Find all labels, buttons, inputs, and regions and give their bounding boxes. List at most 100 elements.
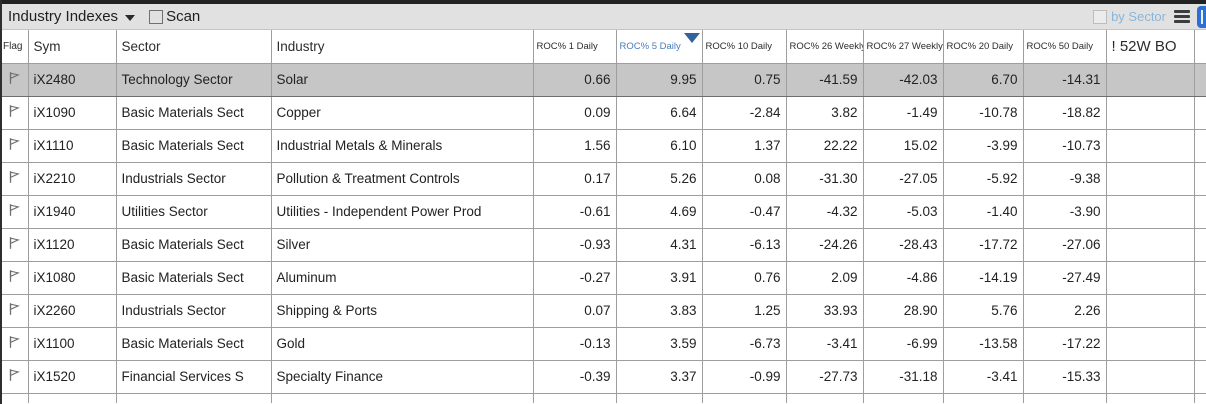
table-row[interactable]: iX1090 Basic Materials Sect Copper 0.09 6.64… [0, 96, 1206, 130]
industry-cell: Pollution & Treatment Controls [271, 162, 534, 196]
menu-icon[interactable] [1174, 9, 1190, 25]
roc-value-cell: -4.86 [863, 261, 944, 295]
column-header-roc1d[interactable]: ROC% 1 Daily [533, 30, 617, 64]
industry-indexes-dropdown[interactable]: Industry Indexes [8, 8, 136, 25]
roc-value-cell: -13.58 [943, 327, 1024, 361]
roc-value-cell: -0.39 [533, 360, 617, 394]
column-header-roc20d[interactable]: ROC% 20 Daily [943, 30, 1024, 64]
flag-cell [0, 129, 29, 163]
roc-value-cell: 3.83 [616, 294, 703, 328]
index-table: Flag Sym Sector Industry ROC% 1 Daily ROC% 5 … [0, 30, 1206, 403]
extra-cell [1194, 327, 1206, 361]
roc-value-cell: -6.73 [702, 327, 787, 361]
flag-icon[interactable] [6, 202, 22, 218]
roc-value-cell: 3.82 [786, 96, 864, 130]
bo52w-cell [1106, 129, 1195, 163]
column-header-roc50d[interactable]: ROC% 50 Daily [1023, 30, 1107, 64]
header-row: Flag Sym Sector Industry ROC% 1 Daily ROC% 5 … [0, 30, 1206, 64]
dropdown-arrow-icon [125, 14, 136, 21]
flag-icon[interactable] [6, 334, 22, 350]
table-row[interactable]: iX1520 Financial Services S Specialty Fina… [0, 360, 1206, 394]
column-header-extra [1194, 30, 1206, 64]
roc-value-cell: -6.13 [702, 228, 787, 262]
roc-value-cell: -5.03 [863, 195, 944, 229]
bo52w-cell [1106, 327, 1195, 361]
by-sector-checkbox[interactable] [1093, 9, 1108, 24]
table-row[interactable]: iX2480 Technology Sector Solar 0.66 9.95 0.75… [0, 62, 1206, 97]
column-header-sector[interactable]: Sector [116, 30, 272, 64]
table-row[interactable]: iX1110 Basic Materials Sect Industrial Met… [0, 129, 1206, 163]
flag-icon[interactable] [6, 169, 22, 185]
roc-value-cell: -31.30 [786, 162, 864, 196]
empty-cell [533, 393, 617, 403]
page-title: Industry Indexes [8, 8, 119, 25]
column-header-label: ! 52W BO [1111, 37, 1177, 55]
industry-cell: Industrial Metals & Minerals [271, 129, 534, 163]
app-blue-icon[interactable] [1197, 5, 1206, 28]
bo52w-cell [1106, 360, 1195, 394]
column-header-bo52w[interactable]: ! 52W BO [1106, 30, 1195, 64]
flag-cell [0, 294, 29, 328]
roc-value-cell: -2.84 [702, 96, 787, 130]
column-header-roc26w[interactable]: ROC% 26 Weekly [786, 30, 864, 64]
flag-icon[interactable] [6, 70, 22, 86]
flag-cell [0, 162, 29, 196]
roc-value-cell: -0.61 [533, 195, 617, 229]
column-header-flag[interactable]: Flag [0, 30, 29, 64]
empty-cell [943, 393, 1024, 403]
scan-checkbox[interactable] [149, 9, 164, 24]
flag-icon[interactable] [6, 136, 22, 152]
column-header-roc5d[interactable]: ROC% 5 Daily [616, 30, 703, 64]
roc-value-cell: -15.33 [1023, 360, 1107, 394]
flag-icon[interactable] [6, 103, 22, 119]
column-header-roc10d[interactable]: ROC% 10 Daily [702, 30, 787, 64]
flag-cell [0, 228, 29, 262]
flag-icon[interactable] [6, 301, 22, 317]
roc-value-cell: -27.05 [863, 162, 944, 196]
sector-cell: Basic Materials Sect [116, 261, 272, 295]
roc-value-cell: 5.26 [616, 162, 703, 196]
table-body: iX2480 Technology Sector Solar 0.66 9.95 0.75… [0, 62, 1206, 403]
symbol-cell: iX1100 [28, 327, 117, 361]
roc-value-cell: -9.38 [1023, 162, 1107, 196]
roc-value-cell: -0.27 [533, 261, 617, 295]
sector-cell: Basic Materials Sect [116, 228, 272, 262]
extra-cell [1194, 62, 1206, 97]
roc-value-cell: 3.91 [616, 261, 703, 295]
roc-value-cell: 3.59 [616, 327, 703, 361]
empty-cell [702, 393, 787, 403]
roc-value-cell: -27.49 [1023, 261, 1107, 295]
roc-value-cell: -1.49 [863, 96, 944, 130]
column-header-sym[interactable]: Sym [28, 30, 117, 64]
column-header-roc27w[interactable]: ROC% 27 Weekly [863, 30, 944, 64]
roc-value-cell: 0.07 [533, 294, 617, 328]
sector-cell: Utilities Sector [116, 195, 272, 229]
table-row[interactable]: iX2210 Industrials Sector Pollution & Trea… [0, 162, 1206, 196]
flag-icon[interactable] [6, 367, 22, 383]
roc-value-cell: -0.47 [702, 195, 787, 229]
symbol-cell: iX1940 [28, 195, 117, 229]
table-row[interactable]: iX1100 Basic Materials Sect Gold -0.13 3.59-… [0, 327, 1206, 361]
column-header-label: ROC% 27 Weekly [866, 40, 943, 52]
roc-value-cell: 15.02 [863, 129, 944, 163]
industry-cell: Specialty Finance [271, 360, 534, 394]
symbol-cell: iX1080 [28, 261, 117, 295]
empty-cell [0, 393, 29, 403]
table-row[interactable]: iX1940 Utilities Sector Utilities - Indepe… [0, 195, 1206, 229]
empty-cell [616, 393, 703, 403]
bo52w-cell [1106, 162, 1195, 196]
extra-cell [1194, 228, 1206, 262]
bo52w-cell [1106, 96, 1195, 130]
extra-cell [1194, 96, 1206, 130]
roc-value-cell: 3.37 [616, 360, 703, 394]
by-sector-label: by Sector [1111, 9, 1166, 24]
table-row[interactable]: iX2260 Industrials Sector Shipping & Ports… [0, 294, 1206, 328]
table-row[interactable]: iX1120 Basic Materials Sect Silver -0.93 4.3… [0, 228, 1206, 262]
flag-icon[interactable] [6, 235, 22, 251]
scan-label: Scan [166, 8, 201, 25]
flag-icon[interactable] [6, 268, 22, 284]
roc-value-cell: 1.25 [702, 294, 787, 328]
table-row[interactable]: iX1080 Basic Materials Sect Aluminum -0.27 3… [0, 261, 1206, 295]
roc-value-cell: 4.69 [616, 195, 703, 229]
column-header-industry[interactable]: Industry [271, 30, 534, 64]
